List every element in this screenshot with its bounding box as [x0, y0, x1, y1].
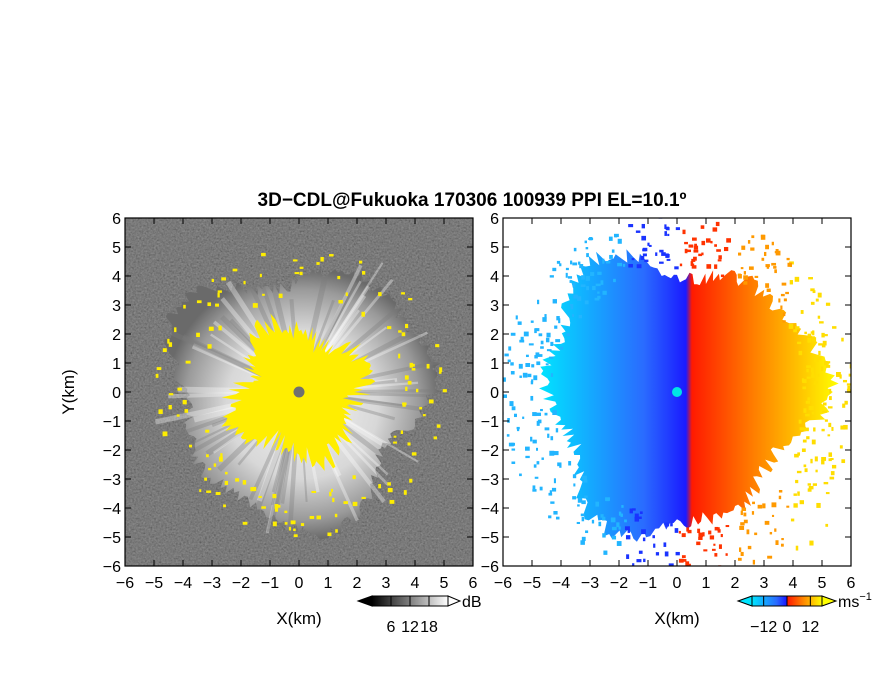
colorbar-low-arrow [356, 595, 373, 607]
y-tick-label: −6 [103, 559, 121, 576]
chart-title: 3D−CDL@Fukuoka 170306 100939 PPI EL=10.1… [258, 190, 687, 211]
y-tick-label: −1 [103, 414, 121, 431]
x-tick-label: 6 [469, 575, 478, 592]
y-tick-label: 3 [490, 298, 499, 315]
y-tick-label: 2 [490, 327, 499, 344]
x-tick-label: 2 [353, 575, 362, 592]
x-tick-label: −2 [232, 575, 250, 592]
y-tick-label: −1 [481, 414, 499, 431]
colorbar-tick-label: 12 [801, 619, 819, 636]
x-tick-label: 5 [440, 575, 449, 592]
x-tick-label: −5 [523, 575, 541, 592]
x-tick-label: 5 [818, 575, 827, 592]
x-tick-label: 1 [324, 575, 333, 592]
y-tick-label: 2 [112, 327, 121, 344]
y-tick-label: −4 [103, 501, 121, 518]
x-tick-label: −1 [639, 575, 657, 592]
x-tick-label: −5 [145, 575, 163, 592]
y-tick-label: −5 [103, 530, 121, 547]
y-tick-label: −3 [481, 472, 499, 489]
y-tick-label: 5 [112, 240, 121, 257]
x-axis-label-right: X(km) [654, 609, 699, 628]
x-tick-label: 3 [760, 575, 769, 592]
y-tick-label: −2 [481, 443, 499, 460]
colorbar-unit-ms: ms−1 [838, 591, 872, 611]
y-tick-label: 0 [112, 385, 121, 402]
colorbar-tick-label: 6 [387, 619, 396, 636]
y-tick-label: 1 [490, 356, 499, 373]
radar-site-marker-velocity [672, 387, 682, 397]
velocity-field [539, 249, 839, 542]
x-tick-label: −4 [174, 575, 192, 592]
y-tick-label: −3 [103, 472, 121, 489]
x-tick-label: −6 [494, 575, 512, 592]
colorbar-tick-label: 12 [401, 619, 419, 636]
y-axis-label: Y(km) [59, 369, 78, 414]
x-tick-label: 3 [382, 575, 391, 592]
velocity-colorbar-high-arrow [821, 595, 838, 607]
colorbar-tick-label: 0 [783, 619, 792, 636]
y-tick-label: −4 [481, 501, 499, 518]
x-tick-label: −3 [203, 575, 221, 592]
x-tick-label: −4 [552, 575, 570, 592]
reflectivity-highlights [155, 252, 447, 538]
x-tick-label: −3 [581, 575, 599, 592]
x-tick-label: 1 [702, 575, 711, 592]
x-tick-label: −2 [610, 575, 628, 592]
x-tick-label: 4 [789, 575, 798, 592]
velocity-colorbar-low-arrow [736, 595, 753, 607]
velocity-ticks: −6 −5 −4 −3 −2 −1 0 1 2 3 4 5 6 −6 −5 −4 −3 −2 −1 0 1 2 3 4 5 6 [481, 211, 856, 592]
colorbar-tick-label: 18 [420, 619, 438, 636]
radar-site-marker [293, 386, 305, 398]
y-tick-label: 5 [490, 240, 499, 257]
y-tick-label: 1 [112, 356, 121, 373]
y-tick-label: −2 [103, 443, 121, 460]
x-tick-label: 0 [295, 575, 304, 592]
reflectivity-colorbar: 6 12 18 dB [356, 594, 482, 636]
y-tick-label: −5 [481, 530, 499, 547]
x-tick-label: 0 [673, 575, 682, 592]
y-tick-label: 0 [490, 385, 499, 402]
y-tick-label: 4 [112, 269, 121, 286]
x-axis-label-left: X(km) [276, 609, 321, 628]
colorbar-unit-db: dB [462, 594, 482, 611]
colorbar-tick-label: −12 [750, 619, 777, 636]
velocity-scatter [503, 218, 851, 566]
velocity-colorbar: −12 0 12 ms−1 [736, 591, 872, 636]
x-tick-label: −6 [116, 575, 134, 592]
y-tick-label: −6 [481, 559, 499, 576]
y-tick-label: 6 [490, 211, 499, 228]
x-tick-label: 4 [411, 575, 420, 592]
y-tick-label: 4 [490, 269, 499, 286]
reflectivity-ticks: −6 −5 −4 −3 −2 −1 0 1 2 3 4 5 6 −6 −5 −4 −3 −2 −1 0 1 2 3 4 5 6 [103, 211, 478, 592]
x-tick-label: −1 [261, 575, 279, 592]
colorbar-high-arrow [447, 595, 462, 607]
y-tick-label: 3 [112, 298, 121, 315]
x-tick-label: 6 [847, 575, 856, 592]
y-tick-label: 6 [112, 211, 121, 228]
x-tick-label: 2 [731, 575, 740, 592]
